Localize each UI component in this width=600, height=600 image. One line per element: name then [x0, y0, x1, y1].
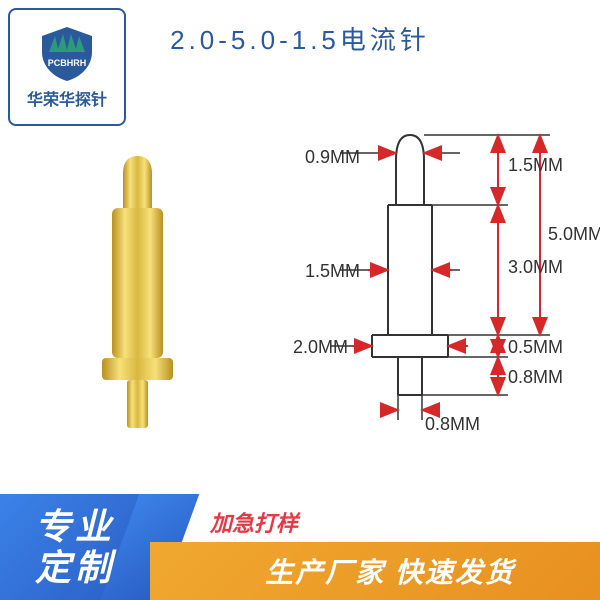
pin-photo: [90, 150, 185, 440]
dim-body-height: 3.0MM: [508, 258, 563, 276]
dim-flange-height: 0.5MM: [508, 338, 563, 356]
logo-sub-text: PCBHRH: [48, 58, 87, 68]
brand-logo: PCBHRH 华荣华探针: [8, 8, 126, 126]
bottom-banner: 专业 定制 加急打样 生产厂家 快速发货: [0, 494, 600, 600]
banner-rush-text: 加急打样: [210, 506, 298, 538]
logo-shield-icon: PCBHRH: [37, 24, 97, 84]
dim-base-diameter: 2.0MM: [293, 338, 348, 356]
dim-tail-height: 0.8MM: [508, 368, 563, 386]
banner-left-line2: 定制: [35, 547, 115, 588]
banner-left: 专业 定制: [0, 494, 150, 600]
banner-left-line1: 专业: [35, 506, 115, 547]
dim-total-height: 5.0MM: [548, 225, 600, 243]
banner-strip: 生产厂家 快速发货: [150, 542, 600, 600]
dim-tip-diameter: 0.9MM: [305, 148, 360, 166]
dim-body-diameter: 1.5MM: [305, 262, 360, 280]
banner-right: 加急打样 生产厂家 快速发货: [150, 494, 600, 600]
banner-strip-text: 生产厂家 快速发货: [265, 551, 515, 591]
banner-left-text: 专业 定制: [35, 506, 115, 589]
dim-tail-diameter: 0.8MM: [425, 415, 480, 433]
logo-bottom-text: 华荣华探针: [27, 86, 107, 110]
page-title: 2.0-5.0-1.5电流针: [170, 20, 430, 57]
dim-tip-height: 1.5MM: [508, 156, 563, 174]
